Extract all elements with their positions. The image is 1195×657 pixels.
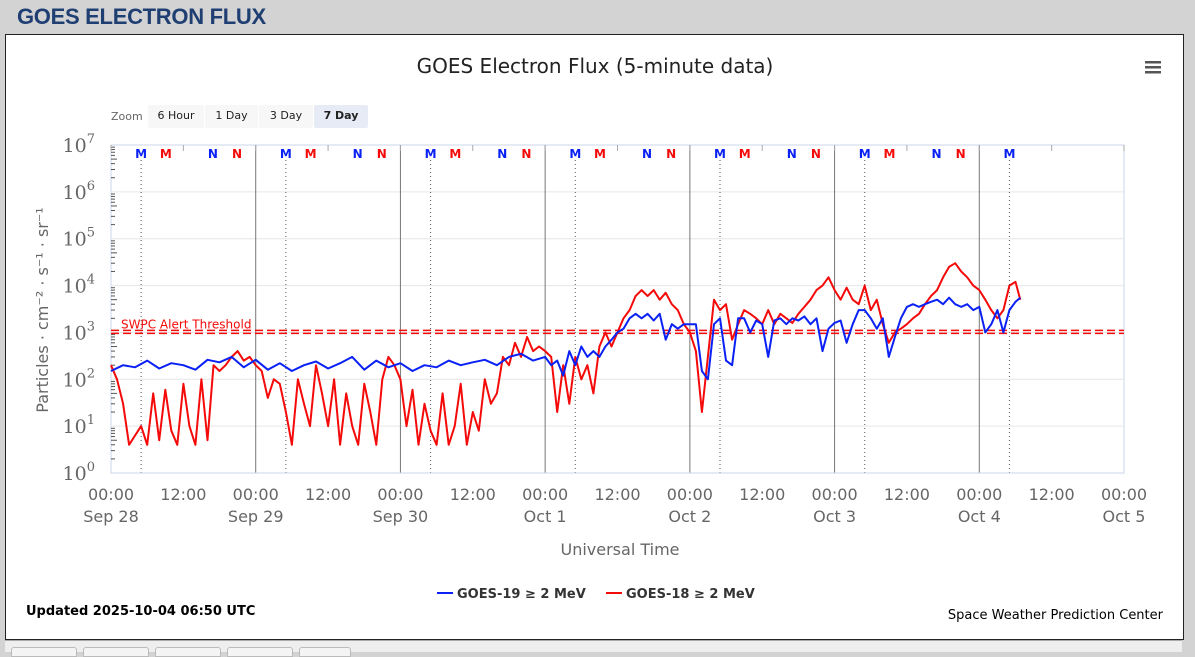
credit-text: Space Weather Prediction Center (948, 608, 1164, 623)
updated-timestamp: Updated 2025-10-04 06:50 UTC (26, 604, 255, 619)
midnight-marker-label: M (1003, 147, 1015, 161)
x-tick-date: Oct 3 (813, 507, 856, 526)
midnight-marker-label: M (594, 147, 606, 161)
x-tick-date: Oct 5 (1103, 507, 1146, 526)
x-axis-title: Universal Time (560, 540, 679, 559)
noon-marker-label: N (811, 147, 821, 161)
x-tick-time: 00:00 (522, 485, 568, 504)
x-tick-date: Oct 2 (668, 507, 711, 526)
y-axis-title: Particles · cm⁻² · s⁻¹ · sr⁻¹ (33, 207, 52, 412)
x-tick-time: 00:00 (667, 485, 713, 504)
noon-marker-label: N (666, 147, 676, 161)
midnight-marker-label: M (135, 147, 147, 161)
x-tick-time: 00:00 (812, 485, 858, 504)
x-tick-date: Sep 29 (228, 507, 284, 526)
series-line-goes19 (110, 296, 1021, 381)
noon-marker-label: N (931, 147, 941, 161)
noon-marker-label: N (642, 147, 652, 161)
noon-marker-label: N (521, 147, 531, 161)
noon-marker-label: N (353, 147, 363, 161)
zoom-button-bg (148, 105, 204, 128)
midnight-marker-label: M (305, 147, 317, 161)
y-tick-label: 102 (63, 366, 95, 391)
zoom-button-label: 1 Day (215, 109, 248, 122)
noon-marker-label: N (497, 147, 507, 161)
zoom-button-7-day[interactable]: 7 Day (314, 105, 368, 128)
zoom-button-1-day[interactable]: 1 Day (205, 105, 258, 128)
y-tick-label: 103 (63, 319, 95, 344)
x-tick-time: 00:00 (956, 485, 1002, 504)
hamburger-menu-icon[interactable] (1145, 61, 1161, 74)
page-title: GOES ELECTRON FLUX (17, 4, 266, 29)
x-tick-time: 12:00 (450, 485, 496, 504)
midnight-marker-label: M (569, 147, 581, 161)
midnight-marker-label: M (425, 147, 437, 161)
legend-label-goes18: GOES-18 ≥ 2 MeV (626, 587, 755, 602)
zoom-button-label: 3 Day (270, 109, 303, 122)
legend: GOES-19 ≥ 2 MeV GOES-18 ≥ 2 MeV (437, 587, 755, 602)
zoom-button-3-day[interactable]: 3 Day (259, 105, 313, 128)
x-tick-time: 12:00 (884, 485, 930, 504)
midnight-marker-label: M (714, 147, 726, 161)
x-tick-time: 12:00 (305, 485, 351, 504)
midnight-marker-label: M (160, 147, 172, 161)
chart-container (5, 34, 1184, 640)
y-tick-label: 105 (63, 226, 95, 251)
zoom-button-bg (205, 105, 258, 128)
zoom-label: Zoom (111, 110, 143, 123)
threshold-label: SWPC Alert Threshold (121, 317, 251, 331)
midnight-marker-label: M (739, 147, 751, 161)
zoom-button-bg (314, 105, 368, 128)
midnight-marker-label: M (449, 147, 461, 161)
noon-marker-label: N (232, 147, 242, 161)
zoom-button-6-hour[interactable]: 6 Hour (148, 105, 204, 128)
zoom-button-label: 7 Day (324, 109, 359, 122)
midnight-marker-label: M (859, 147, 871, 161)
legend-label-goes19: GOES-19 ≥ 2 MeV (457, 587, 586, 602)
x-tick-time: 12:00 (594, 485, 640, 504)
x-tick-date: Sep 30 (373, 507, 429, 526)
x-tick-time: 00:00 (377, 485, 423, 504)
x-tick-time: 00:00 (233, 485, 279, 504)
y-tick-label: 106 (63, 179, 95, 204)
x-tick-time: 12:00 (160, 485, 206, 504)
noon-marker-label: N (208, 147, 218, 161)
noon-marker-label: N (377, 147, 387, 161)
x-tick-date: Sep 28 (83, 507, 139, 526)
noon-marker-label: N (787, 147, 797, 161)
zoom-button-label: 6 Hour (158, 109, 195, 122)
midnight-marker-label: M (883, 147, 895, 161)
noon-marker-label: N (956, 147, 966, 161)
x-tick-time: 12:00 (1029, 485, 1075, 504)
x-tick-date: Oct 1 (524, 507, 567, 526)
zoom-button-bg (259, 105, 313, 128)
y-tick-label: 100 (63, 460, 95, 485)
x-tick-time: 12:00 (739, 485, 785, 504)
chart-title: GOES Electron Flux (5-minute data) (417, 54, 774, 78)
legend-item-goes18[interactable]: GOES-18 ≥ 2 MeV (606, 587, 755, 602)
legend-item-goes19[interactable]: GOES-19 ≥ 2 MeV (437, 587, 586, 602)
midnight-marker-label: M (280, 147, 292, 161)
x-tick-time: 00:00 (1101, 485, 1147, 504)
y-tick-label: 101 (63, 413, 95, 438)
y-tick-label: 104 (63, 273, 95, 298)
y-tick-label: 107 (63, 132, 95, 157)
x-tick-time: 00:00 (88, 485, 134, 504)
series-line-goes18 (110, 262, 1022, 446)
x-tick-date: Oct 4 (958, 507, 1001, 526)
